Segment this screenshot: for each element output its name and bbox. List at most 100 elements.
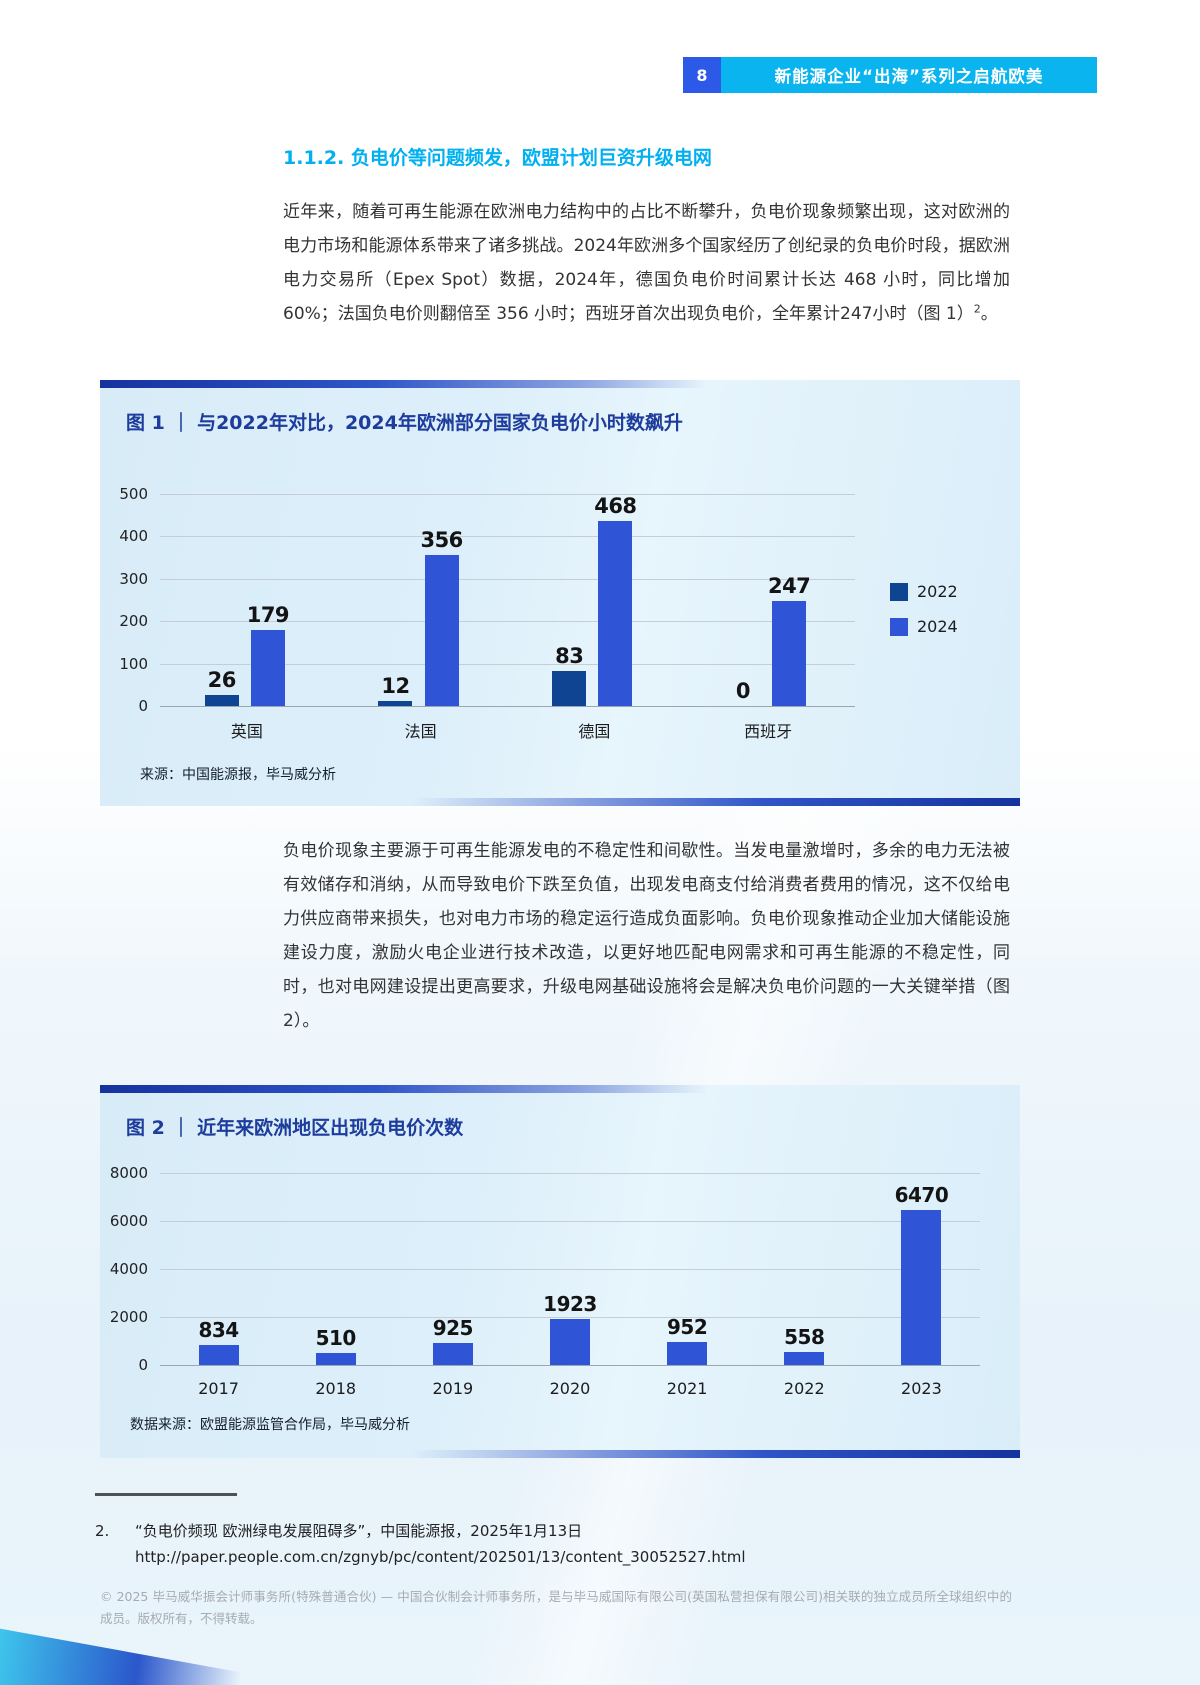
bar-value-label: 12	[381, 673, 410, 698]
gridline-100	[160, 663, 855, 665]
bar	[901, 1209, 942, 1365]
y-tick-0: 0	[138, 1356, 148, 1374]
footnote-ref-2: 2	[973, 302, 981, 316]
bar-group-西班牙: 0 247	[681, 494, 855, 706]
legend-label: 2024	[917, 617, 958, 636]
figure-1-plot-area: 26 179 12 356 83 468 0 247	[160, 494, 855, 707]
legend-item-2022: 2022	[890, 582, 958, 601]
bar	[772, 601, 807, 706]
footnote-url[interactable]: http://paper.people.com.cn/zgnyb/pc/cont…	[135, 1548, 746, 1566]
legend-item-2024: 2024	[890, 617, 958, 636]
x-label-西班牙: 西班牙	[744, 722, 793, 741]
figure-1-legend: 2022 2024	[890, 582, 958, 636]
page-header: 8 新能源企业“出海”系列之启航欧美	[683, 57, 1097, 93]
footnote-text: “负电价频现 欧洲绿电发展阻碍多”，中国能源报，2025年1月13日	[135, 1522, 583, 1540]
legend-swatch	[890, 617, 908, 636]
x-label-2018: 2018	[315, 1379, 357, 1398]
x-label-2021: 2021	[666, 1379, 708, 1398]
figure-2-title: 图 2 ｜ 近年来欧洲地区出现负电价次数	[126, 1117, 464, 1139]
bar-value-label: 26	[207, 667, 237, 692]
x-label-2020: 2020	[549, 1379, 591, 1398]
bar-2022-西班牙: 0	[726, 494, 760, 706]
bar-value-label: 0	[735, 679, 751, 703]
bar-次数-2022: 558	[784, 1173, 825, 1365]
x-label-德国: 德国	[578, 722, 611, 741]
bar-2022-德国: 83	[552, 494, 587, 706]
gridline-400	[160, 536, 855, 538]
figure-2-source: 数据来源：欧盟能源监管合作局，毕马威分析	[130, 1417, 410, 1433]
figure-2-x-axis-labels: 2017 2018 2019 2020 2021 2022 2023	[160, 1379, 980, 1398]
bar	[204, 694, 239, 706]
bar-value-label: 834	[198, 1317, 239, 1342]
footnote-divider	[95, 1493, 237, 1496]
gridline-200	[160, 621, 855, 623]
figure-2-plot-area: 834 510 925 1923 952 558 6470	[160, 1173, 980, 1366]
card-bottom-gradient-bar	[100, 1450, 1020, 1458]
bar	[432, 1342, 473, 1365]
figure-1-y-axis: 500 400 300 200 100 0	[116, 485, 160, 715]
footnote-number: 2.	[95, 1522, 110, 1540]
figure-1-source: 来源：中国能源报，毕马威分析	[140, 767, 336, 783]
gridline-4000	[160, 1269, 980, 1270]
figure-2-y-axis: 8000 6000 4000 2000 0	[110, 1164, 160, 1374]
y-tick-500: 500	[119, 485, 148, 503]
gridline-300	[160, 578, 855, 580]
legend-label: 2022	[917, 582, 958, 601]
x-label-英国: 英国	[230, 722, 263, 741]
footnote-content: “负电价频现 欧洲绿电发展阻碍多”，中国能源报，2025年1月13日 http:…	[135, 1518, 746, 1570]
bar	[598, 521, 633, 706]
bar-group-2023: 6470	[863, 1173, 980, 1365]
bar-2024-法国: 356	[420, 494, 463, 706]
figure-1-title: 图 1 ｜ 与2022年对比，2024年欧洲部分国家负电价小时数飙升	[126, 412, 683, 434]
gridline-8000	[160, 1173, 980, 1174]
bar-次数-2020: 1923	[543, 1173, 597, 1365]
bar-value-label: 510	[315, 1325, 357, 1350]
paragraph-1: 近年来，随着可再生能源在欧洲电力结构中的占比不断攀升，负电价现象频繁出现，这对欧…	[283, 195, 1010, 331]
bar	[784, 1351, 825, 1365]
bar-value-label: 558	[784, 1324, 825, 1349]
corner-decoration	[0, 1628, 310, 1685]
bar-value-label: 6470	[894, 1182, 949, 1207]
paragraph-1-text: 近年来，随着可再生能源在欧洲电力结构中的占比不断攀升，负电价现象频繁出现，这对欧…	[283, 202, 1010, 324]
bar-2024-西班牙: 247	[767, 494, 811, 706]
bar-group-2022: 558	[746, 1173, 863, 1365]
bar-2024-德国: 468	[594, 494, 637, 706]
gridline-0	[160, 706, 855, 707]
x-label-2022: 2022	[783, 1379, 825, 1398]
bar-value-label: 925	[432, 1315, 474, 1340]
bar-value-label: 179	[246, 603, 290, 628]
figure-2-chart: 8000 6000 4000 2000 0 834 510 925 1923 952 558 647…	[110, 1164, 1020, 1374]
card-bottom-gradient-bar	[100, 798, 1020, 806]
x-label-2017: 2017	[198, 1379, 239, 1398]
bar	[378, 700, 413, 706]
bar-次数-2021: 952	[667, 1173, 708, 1365]
header-title: 新能源企业“出海”系列之启航欧美	[721, 57, 1097, 93]
bar-value-label: 356	[420, 528, 463, 553]
bar-2024-英国: 179	[246, 494, 290, 706]
y-tick-300: 300	[119, 569, 148, 588]
bar-value-label: 247	[767, 574, 811, 599]
bar-value-label: 1923	[543, 1291, 597, 1316]
card-top-gradient-bar	[100, 380, 1020, 388]
legend-swatch	[890, 582, 908, 601]
gridline-6000	[160, 1221, 980, 1222]
y-tick-400: 400	[119, 527, 148, 546]
figure-1-chart: 500 400 300 200 100 0 26 179 12 356 83 468 0 247	[116, 485, 1020, 715]
bar-group-2019: 925	[394, 1173, 511, 1365]
x-label-2019: 2019	[432, 1379, 474, 1398]
x-label-法国: 法国	[404, 722, 437, 741]
page-number: 8	[683, 57, 721, 93]
gridline-500	[160, 494, 855, 495]
bar-group-2018: 510	[277, 1173, 394, 1365]
y-tick-100: 100	[119, 654, 148, 673]
bar-value-label: 468	[594, 494, 637, 518]
gridline-0	[160, 1365, 980, 1366]
y-tick-0: 0	[138, 697, 148, 715]
bar-group-2021: 952	[629, 1173, 746, 1365]
card-top-gradient-bar	[100, 1085, 1020, 1093]
bar-2022-法国: 12	[378, 494, 413, 706]
bar-次数-2019: 925	[433, 1173, 473, 1365]
bar-value-label: 83	[555, 643, 584, 668]
bar-次数-2023: 6470	[895, 1173, 949, 1365]
